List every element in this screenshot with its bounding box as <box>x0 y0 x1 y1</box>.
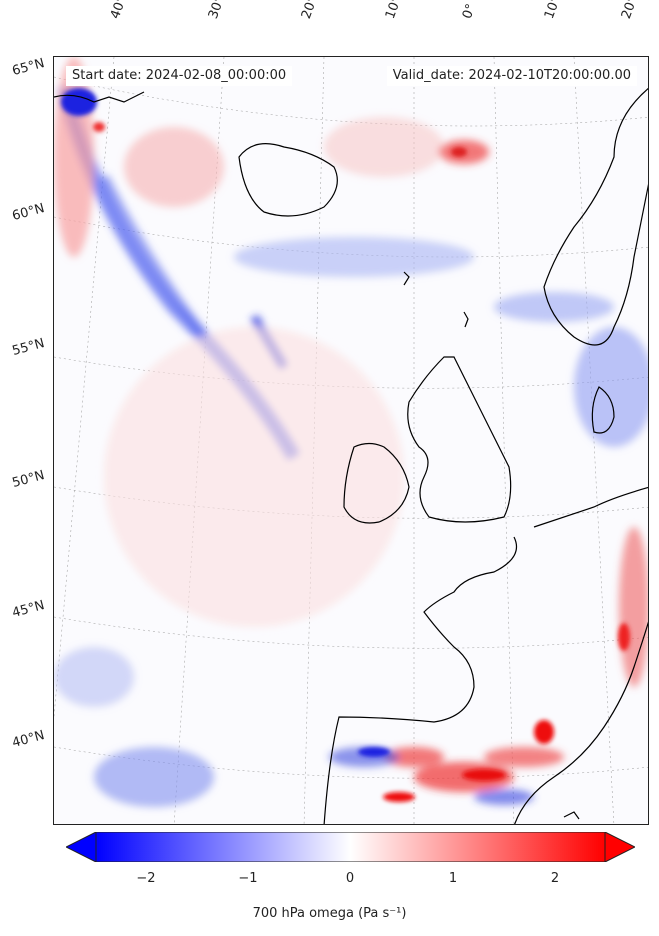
colorbar-gradient <box>95 832 606 862</box>
omega-field <box>54 57 648 807</box>
north-sea-coast <box>533 486 648 528</box>
lat-label: 65°N <box>10 56 47 79</box>
balearic-island <box>563 811 580 820</box>
colorbar-tick-label: 0 <box>345 871 355 886</box>
omega-map <box>53 56 649 825</box>
colorbar <box>66 832 635 862</box>
colorbar-tick-label: 1 <box>448 871 458 886</box>
colorbar-tick-label: −1 <box>238 871 258 886</box>
map-canvas <box>54 57 648 824</box>
continent-coast <box>323 536 518 824</box>
lon-label: 20°E <box>618 0 644 22</box>
colorbar-title: 700 hPa omega (Pa s⁻¹) <box>252 906 407 921</box>
lat-label: 45°N <box>10 598 47 621</box>
lat-label: 60°N <box>10 201 47 224</box>
lat-label: 50°N <box>10 468 47 491</box>
ireland-coast <box>343 442 410 524</box>
start-date-label: Start date: 2024-02-08_00:00:00 <box>66 66 293 86</box>
lon-label: 0° <box>459 1 480 22</box>
scandinavia-coast <box>543 87 648 346</box>
coastlines <box>54 87 648 824</box>
lon-label: 40°W <box>107 0 135 21</box>
lon-label: 10°E <box>541 0 567 22</box>
lon-label: 30°W <box>205 0 233 21</box>
lon-label: 20°W <box>298 0 326 21</box>
lat-label: 55°N <box>10 336 47 359</box>
iceland-coast <box>238 143 338 217</box>
lon-label: 10°W <box>382 0 410 21</box>
great-britain-coast <box>407 356 512 523</box>
colorbar-tick-label: −2 <box>136 871 156 886</box>
lat-label: 40°N <box>10 728 47 751</box>
colorbar-tick-label: 2 <box>550 871 560 886</box>
denmark-coast <box>591 386 615 434</box>
shetland-island <box>463 311 469 328</box>
valid-date-label: Valid_date: 2024-02-10T20:00:00.00 <box>386 66 637 86</box>
colorbar-extend-high <box>604 832 635 862</box>
mediterranean-coast <box>514 621 648 824</box>
greenland-coast <box>54 91 145 103</box>
faroe-island <box>403 271 410 286</box>
colorbar-extend-low <box>66 832 97 862</box>
